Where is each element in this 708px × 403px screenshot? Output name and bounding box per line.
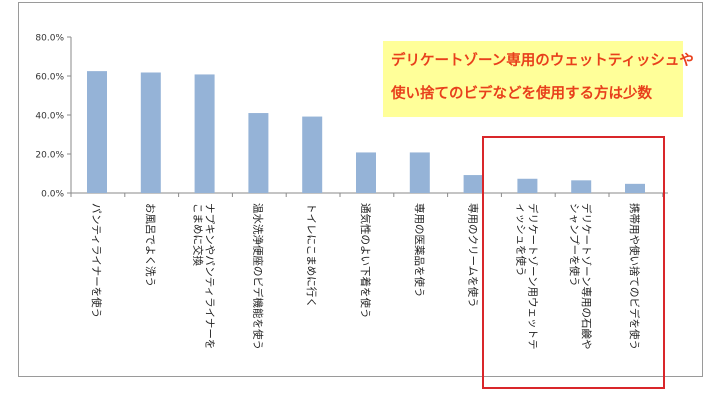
x-tick-label: デリケートゾーン専用の石鹸や	[580, 203, 593, 349]
x-tick-label: お風呂でよく洗う	[144, 203, 156, 287]
highlight-box	[482, 136, 665, 389]
annotation-line-2: 使い捨てのビデなどを使用する方は少数	[391, 86, 652, 102]
bar	[625, 183, 645, 193]
bar	[463, 175, 484, 193]
x-tick-label: トイレにこまめに行く	[305, 203, 318, 308]
x-tick-label: ナプキンやパンティライナーを	[204, 203, 216, 349]
x-tick-label: 温水洗浄便座のビデ機能を使う	[251, 203, 264, 350]
y-tick-label: 20.0%	[35, 151, 64, 161]
bar	[194, 74, 215, 193]
y-tick-label: 60.0%	[35, 73, 64, 83]
y-tick-label: 40.0%	[35, 112, 64, 122]
x-tick-label: 通気性のよい下着を使う	[359, 203, 372, 319]
x-tick-label: ィッシュを使う	[514, 203, 527, 277]
bar	[409, 152, 430, 193]
annotation-line-1: デリケートゾーン専用のウェットティッシュや	[391, 53, 694, 69]
bar	[87, 71, 107, 193]
bar	[571, 180, 592, 193]
bar	[140, 72, 161, 193]
y-tick-label: 80.0%	[35, 34, 64, 44]
bar	[248, 113, 269, 193]
x-tick-label: こまめに交換	[192, 203, 205, 266]
annotation-callout: デリケートゾーン専用のウェットティッシュや 使い捨てのビデなどを使用する方は少数	[383, 41, 694, 117]
x-tick-label: 専用のクリームを使う	[467, 203, 480, 308]
x-tick-label: 専用の医薬品を使う	[413, 203, 426, 298]
x-tick-label: パンティライナーを使う	[90, 203, 103, 318]
x-tick-label: シャンプーを使う	[568, 203, 581, 287]
x-tick-label: 携帯用や使い捨てのビデを使う	[628, 203, 641, 350]
bar	[356, 152, 376, 193]
y-tick-label: 0.0%	[41, 190, 64, 200]
bar	[517, 178, 538, 193]
x-tick-label: デリケートゾーン用ウェットテ	[526, 203, 539, 349]
bar	[302, 116, 323, 193]
